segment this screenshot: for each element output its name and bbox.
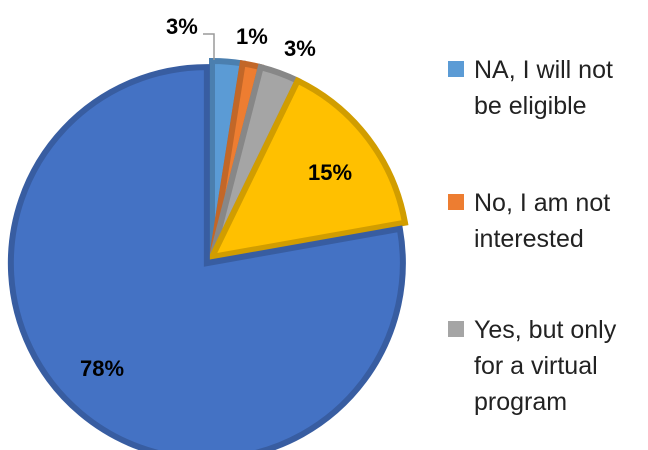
leader-line-na-not-eligible	[203, 33, 215, 60]
pie-slice-blue	[7, 64, 406, 450]
legend-swatch-not-interested	[448, 194, 464, 210]
data-label-na-not-eligible: 3%	[166, 14, 198, 39]
data-labels: 3% 1% 3% 15% 78%	[80, 14, 352, 381]
pie-slice-yellow	[206, 76, 409, 261]
legend-label-virtual-only: Yes, but only for a virtual program	[474, 316, 617, 416]
data-label-not-interested: 1%	[236, 24, 268, 49]
data-label-yellow-slice: 15%	[308, 160, 352, 185]
legend-swatch-virtual-only	[448, 321, 464, 337]
legend-label-na-not-eligible: NA, I will not be eligible	[474, 56, 613, 120]
data-label-virtual-only: 3%	[284, 36, 316, 61]
legend-swatch-na-not-eligible	[448, 61, 464, 77]
data-label-blue-slice: 78%	[80, 356, 124, 381]
legend-label-not-interested: No, I am not interested	[474, 189, 611, 253]
leader-lines	[203, 33, 215, 60]
pie-slices	[7, 57, 409, 450]
